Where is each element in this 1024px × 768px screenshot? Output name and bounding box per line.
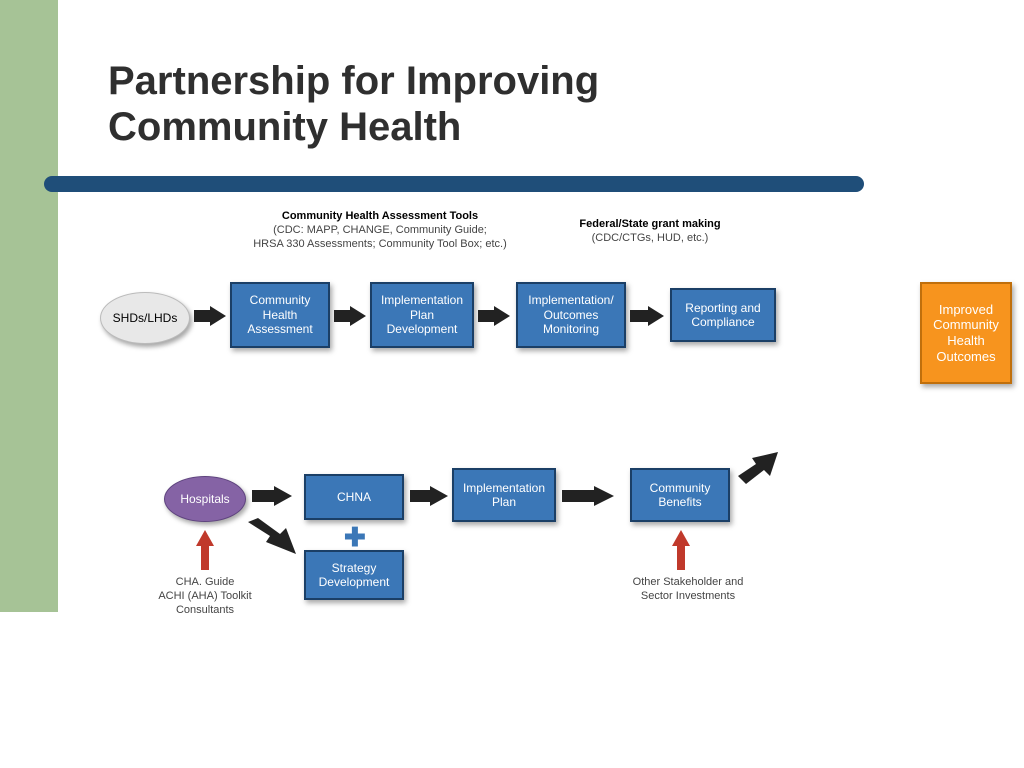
- arrow-upright-icon: [738, 452, 778, 486]
- node-implementation-plan: Implementation Plan: [452, 468, 556, 522]
- node-strategy-dev: Strategy Development: [304, 550, 404, 600]
- arrow-icon: [410, 486, 448, 506]
- arrow-icon: [194, 306, 226, 326]
- caption-cha-guide: CHA. GuideACHI (AHA) ToolkitConsultants: [140, 576, 270, 617]
- node-outcomes: Improved Community Health Outcomes: [920, 282, 1012, 384]
- arrow-up-red-icon: [672, 530, 690, 570]
- node-shd-lhd: SHDs/LHDs: [100, 292, 190, 344]
- plus-icon: ✚: [344, 522, 366, 553]
- arrow-icon: [252, 486, 292, 506]
- sidebar-accent: [0, 0, 58, 612]
- node-hospitals: Hospitals: [164, 476, 246, 522]
- flowchart: Community Health Assessment Tools (CDC: …: [100, 210, 1020, 660]
- node-implementation-plan-dev: Implementation Plan Development: [370, 282, 474, 348]
- arrow-icon: [562, 486, 614, 506]
- arrow-downright-icon: [248, 518, 296, 556]
- node-reporting-compliance: Reporting and Compliance: [670, 288, 776, 342]
- node-community-health-assessment: Community Health Assessment: [230, 282, 330, 348]
- page-title: Partnership for ImprovingCommunity Healt…: [108, 58, 599, 150]
- caption-other-stakeholders: Other Stakeholder andSector Investments: [608, 576, 768, 604]
- caption-federal-state: Federal/State grant making (CDC/CTGs, HU…: [540, 218, 760, 246]
- node-implementation-outcomes: Implementation/ Outcomes Monitoring: [516, 282, 626, 348]
- arrow-icon: [334, 306, 366, 326]
- arrow-icon: [630, 306, 664, 326]
- arrow-up-red-icon: [196, 530, 214, 570]
- caption-assessment-tools: Community Health Assessment Tools (CDC: …: [250, 210, 510, 251]
- title-rule: [44, 176, 864, 192]
- node-chna: CHNA: [304, 474, 404, 520]
- arrow-icon: [478, 306, 510, 326]
- node-community-benefits: Community Benefits: [630, 468, 730, 522]
